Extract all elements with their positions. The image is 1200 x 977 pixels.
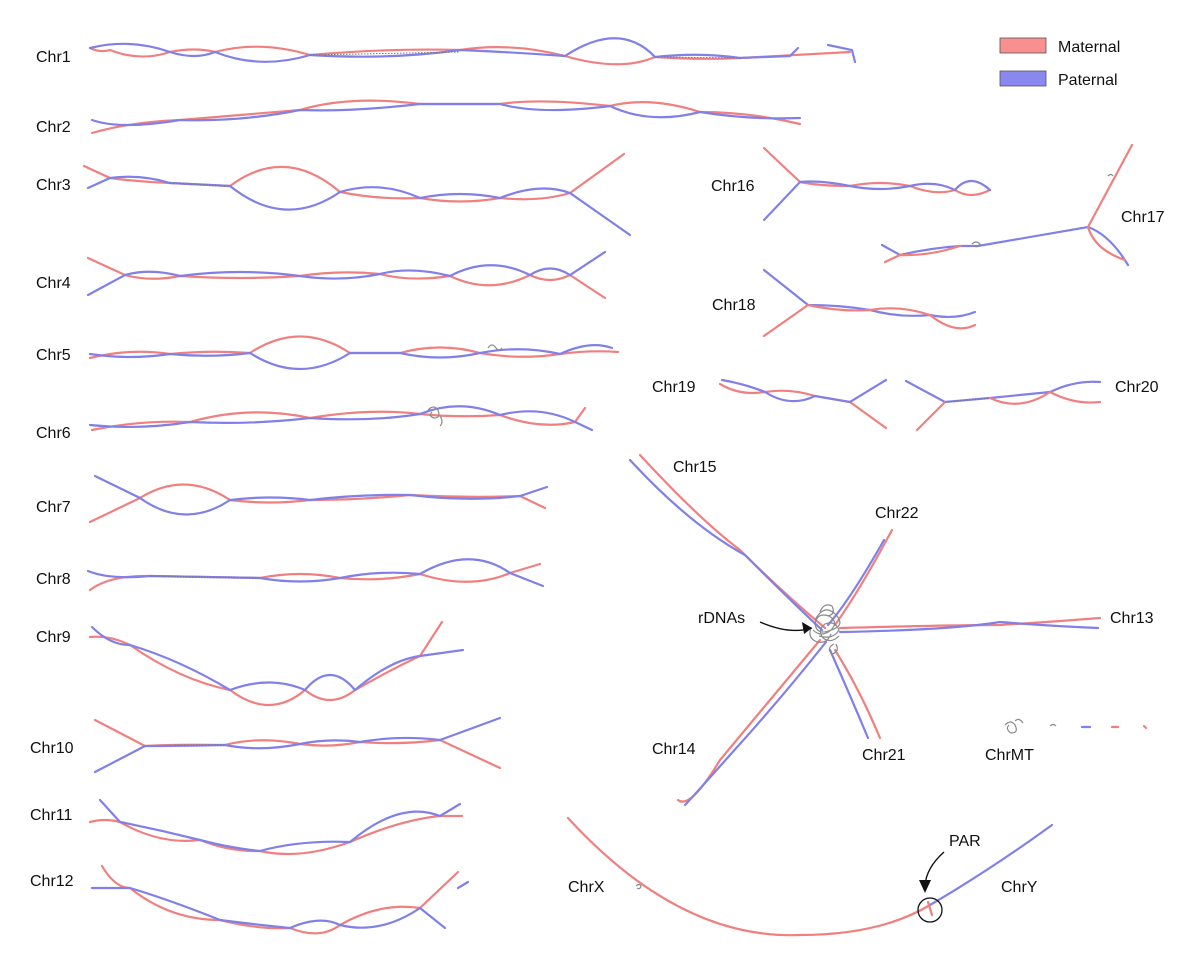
- chr20-graph: Chr20: [904, 379, 1159, 432]
- chr22-label: Chr22: [875, 505, 919, 522]
- chr1-graph: Chr1: [36, 37, 857, 66]
- acrocentric-cluster: Chr15 Chr22 Chr13 Chr14 Chr21 rDNAs: [628, 453, 1154, 807]
- chr8-label: Chr8: [36, 571, 71, 588]
- chr3-label: Chr3: [36, 177, 71, 194]
- chr6-graph: Chr6: [36, 405, 594, 442]
- legend-paternal-label: Paternal: [1058, 72, 1118, 89]
- chr6-label: Chr6: [36, 425, 71, 442]
- legend-maternal-label: Maternal: [1058, 39, 1120, 56]
- chr13-label: Chr13: [1110, 610, 1154, 627]
- chr19-graph: Chr19: [652, 378, 888, 430]
- chrmt-graph: ChrMT: [985, 718, 1148, 764]
- chr21-label: Chr21: [862, 747, 906, 764]
- chr12-graph: Chr12: [30, 864, 470, 935]
- par-label: PAR: [949, 833, 981, 850]
- chr17-label: Chr17: [1121, 209, 1165, 226]
- chrmt-label: ChrMT: [985, 747, 1034, 764]
- chr8-graph: Chr8: [36, 558, 545, 592]
- chr18-label: Chr18: [712, 297, 756, 314]
- sex-chromosomes-graph: ChrX ChrY PAR: [566, 816, 1054, 937]
- chr17-graph: Chr17: [880, 143, 1165, 267]
- chr18-graph: Chr18: [712, 268, 977, 338]
- chr11-label: Chr11: [30, 807, 72, 824]
- chr4-label: Chr4: [36, 275, 71, 292]
- chr10-graph: Chr10: [30, 716, 502, 774]
- chr16-graph: Chr16: [711, 146, 992, 222]
- chr5-graph: Chr5: [36, 335, 620, 370]
- chr14-label: Chr14: [652, 741, 696, 758]
- legend-paternal-swatch: [999, 70, 1047, 87]
- chr19-label: Chr19: [652, 379, 696, 396]
- chr15-label: Chr15: [673, 459, 717, 476]
- legend-maternal-swatch: [999, 37, 1047, 54]
- chr20-label: Chr20: [1115, 379, 1159, 396]
- chr12-label: Chr12: [30, 873, 74, 890]
- chr2-label: Chr2: [36, 119, 71, 136]
- chr9-label: Chr9: [36, 629, 71, 646]
- legend: Maternal Paternal: [999, 37, 1120, 89]
- chr3-graph: Chr3: [36, 152, 632, 237]
- chr7-label: Chr7: [36, 499, 71, 516]
- chr7-graph: Chr7: [36, 474, 549, 524]
- par-highlight-circle: [917, 897, 943, 923]
- chrx-label: ChrX: [568, 879, 605, 896]
- chr16-label: Chr16: [711, 178, 755, 195]
- chr4-graph: Chr4: [36, 250, 607, 300]
- chr10-label: Chr10: [30, 740, 74, 757]
- chr9-graph: Chr9: [36, 620, 465, 707]
- chry-label: ChrY: [1001, 879, 1038, 896]
- chr11-graph: Chr11: [30, 798, 464, 856]
- chr1-label: Chr1: [36, 49, 71, 66]
- chr5-label: Chr5: [36, 347, 71, 364]
- rdnas-label: rDNAs: [698, 610, 745, 627]
- chr2-graph: Chr2: [36, 99, 802, 136]
